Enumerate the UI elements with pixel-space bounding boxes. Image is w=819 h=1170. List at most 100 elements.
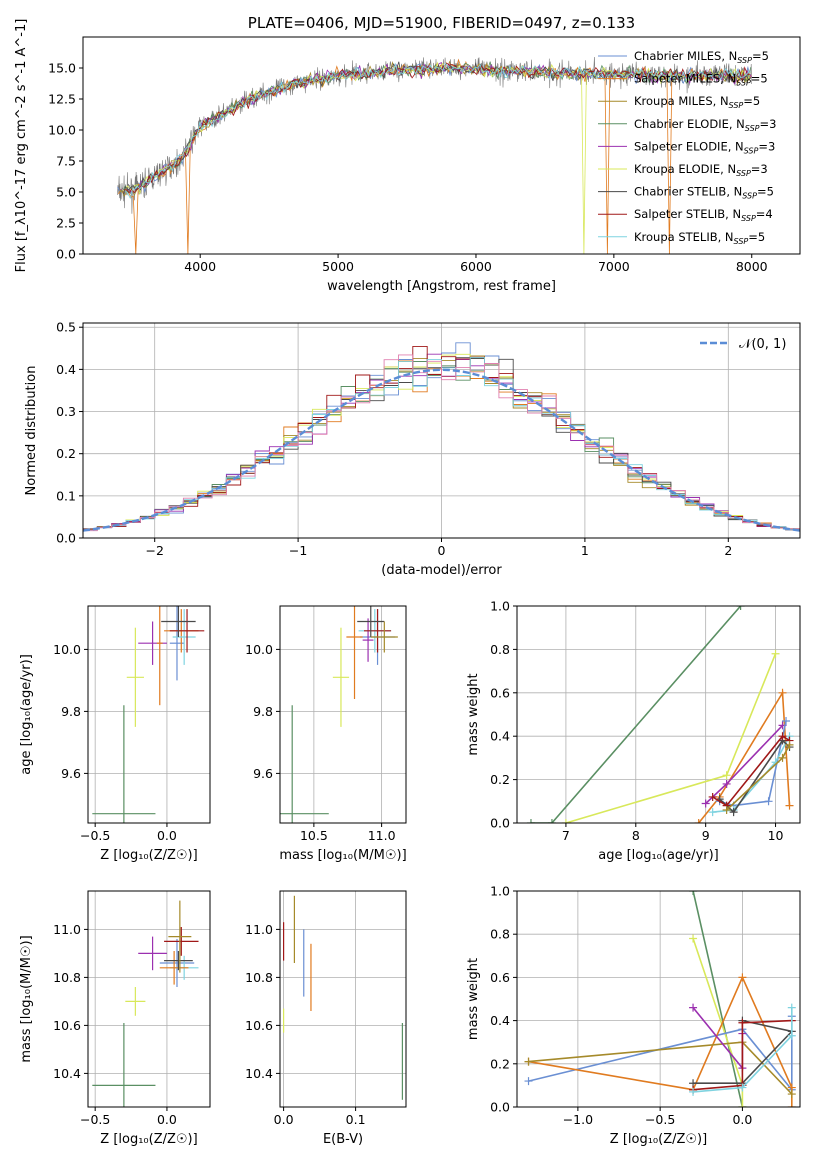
weight-marker <box>526 819 535 823</box>
error-bar-group <box>283 895 403 1100</box>
error-bar-group <box>280 606 398 823</box>
x-tick-label: 8000 <box>736 259 768 274</box>
x-tick-label: 0.0 <box>157 1112 177 1127</box>
spectrum-panel: 4000 5000 6000 7000 8000 0.0 2.5 5.0 7.5 10.0 12.5… <box>14 14 801 294</box>
x-tick-label: −0.5 <box>80 1112 110 1127</box>
plot-frame <box>87 890 211 1108</box>
plot-frame <box>279 890 407 1108</box>
x-tick-label: 0.0 <box>732 1112 752 1127</box>
weight-marker <box>722 805 731 814</box>
x-tick-label: 2 <box>724 543 732 558</box>
age-vs-mass-panel: 10.5 11.0 9.6 9.8 10.0 mass [log₁₀(M/M☉)] <box>245 605 407 863</box>
plot-frame <box>279 605 407 824</box>
chart-title: PLATE=0406, MJD=51900, FIBERID=0497, z=0… <box>248 14 635 32</box>
x-axis-label: wavelength [Angstrom, rest frame] <box>327 279 556 294</box>
y-tick-label: 11.0 <box>53 922 81 937</box>
weight-marker <box>787 1003 796 1012</box>
y-tick-label: 0.4 <box>490 729 510 744</box>
weight-marker <box>787 1103 796 1107</box>
weight-marker <box>738 973 747 982</box>
weight-marker <box>689 934 698 943</box>
y-tick-label: 0.4 <box>490 1013 510 1028</box>
legend-entry: Chabrier STELIB, NSSP=5 <box>634 185 774 201</box>
model-fit-line <box>124 62 751 200</box>
legend-entry: Kroupa STELIB, NSSP=5 <box>634 230 765 246</box>
weight-marker <box>736 606 745 610</box>
x-axis-label: age [log₁₀(age/yr)] <box>598 848 719 863</box>
model-fit-line <box>122 61 751 254</box>
y-tick-label: 0.0 <box>490 816 510 831</box>
plot-frame <box>516 605 801 824</box>
legend-entry: Chabrier MILES, NSSP=5 <box>634 49 769 65</box>
y-axis-label: Normed distribution <box>24 366 39 496</box>
weight-line <box>693 1019 794 1084</box>
plot-frame <box>516 890 801 1108</box>
y-tick-label: 10.4 <box>53 1066 81 1081</box>
legend-entry: Kroupa MILES, NSSP=5 <box>634 94 760 110</box>
x-tick-label: 0.0 <box>157 828 177 843</box>
x-tick-label: 8 <box>632 828 640 843</box>
x-tick-label: −0.5 <box>645 1112 675 1127</box>
y-tick-label: 15.0 <box>48 61 76 76</box>
x-tick-label: 10 <box>768 828 784 843</box>
y-tick-label: 1.0 <box>490 599 510 614</box>
x-axis-label: (data-model)/error <box>381 563 502 578</box>
x-tick-label: −1 <box>289 543 307 558</box>
weight-marker <box>738 1103 747 1107</box>
y-tick-label: 0.1 <box>56 488 76 503</box>
y-tick-label: 0.2 <box>490 1056 510 1071</box>
histogram-step-line <box>83 354 800 538</box>
x-tick-label: 0.0 <box>274 1112 294 1127</box>
plot-frame <box>82 36 801 255</box>
x-tick-label: 9 <box>702 828 710 843</box>
histogram-bars <box>83 342 800 538</box>
y-tick-label: 10.8 <box>53 970 81 985</box>
weight-marker <box>785 740 794 749</box>
weight-marker <box>689 1003 698 1012</box>
residual-histogram-panel: −2 −1 0 1 2 0.0 0.1 0.2 0.3 0.4 0.5 (data-model)/er… <box>24 320 801 578</box>
x-tick-label: −0.5 <box>80 828 110 843</box>
y-tick-label: 0.8 <box>490 642 510 657</box>
weight-marker <box>778 732 787 741</box>
y-axis-label: mass weight <box>466 673 481 755</box>
weight-marker <box>708 808 717 817</box>
x-axis-label: mass [log₁₀(M/M☉)] <box>279 848 406 863</box>
model-fit-line <box>122 61 752 195</box>
weight-marker <box>689 891 698 895</box>
weight-marker <box>722 771 731 780</box>
x-axis-label: Z [log₁₀(Z/Z☉)] <box>100 1132 197 1147</box>
weight-marker <box>738 1083 747 1092</box>
weight-marker <box>524 1057 533 1066</box>
weight-line <box>692 938 744 1107</box>
mass-weight-vs-metallicity-panel: −1.0 −0.5 0.0 0.0 0.2 0.4 0.6 0.8 1.0 Z [log₁₀(Z/… <box>466 884 801 1147</box>
error-bar-group <box>92 900 199 1107</box>
weight-line <box>692 1007 744 1071</box>
weight-line <box>692 891 744 1107</box>
y-tick-label: 10.4 <box>245 1066 273 1081</box>
y-tick-label: 10.0 <box>245 642 273 657</box>
y-tick-label: 0.2 <box>56 446 76 461</box>
weight-marker <box>722 779 731 788</box>
age-vs-metallicity-panel: −0.5 0.0 9.6 9.8 10.0 Z [log₁₀(Z/Z☉)] age [log… <box>19 605 211 863</box>
y-tick-label: 12.5 <box>48 92 76 107</box>
y-tick-label: 10.6 <box>245 1018 273 1033</box>
x-axis-label: Z [log₁₀(Z/Z☉)] <box>100 848 197 863</box>
weight-marker <box>787 1031 796 1040</box>
y-tick-label: 9.8 <box>253 704 273 719</box>
y-tick-label: 0.0 <box>490 1100 510 1115</box>
legend-entry: Salpeter STELIB, NSSP=4 <box>634 207 773 223</box>
y-tick-label: 9.8 <box>61 704 81 719</box>
weight-marker <box>547 819 556 823</box>
y-axis-label: mass weight <box>466 958 481 1040</box>
y-tick-label: 0.3 <box>56 404 76 419</box>
y-tick-label: 0.5 <box>56 320 76 335</box>
x-tick-label: 7000 <box>598 259 630 274</box>
y-tick-label: 5.0 <box>56 185 76 200</box>
y-tick-label: 0.6 <box>490 970 510 985</box>
legend-entry: Salpeter ELODIE, NSSP=3 <box>634 139 775 155</box>
y-tick-label: 10.0 <box>48 123 76 138</box>
weight-marker <box>785 801 794 810</box>
y-tick-label: 7.5 <box>56 154 76 169</box>
mass-vs-extinction-panel: 0.0 0.1 10.4 10.6 10.8 11.0 E(B-V) <box>245 890 407 1147</box>
y-tick-label: 2.5 <box>56 216 76 231</box>
